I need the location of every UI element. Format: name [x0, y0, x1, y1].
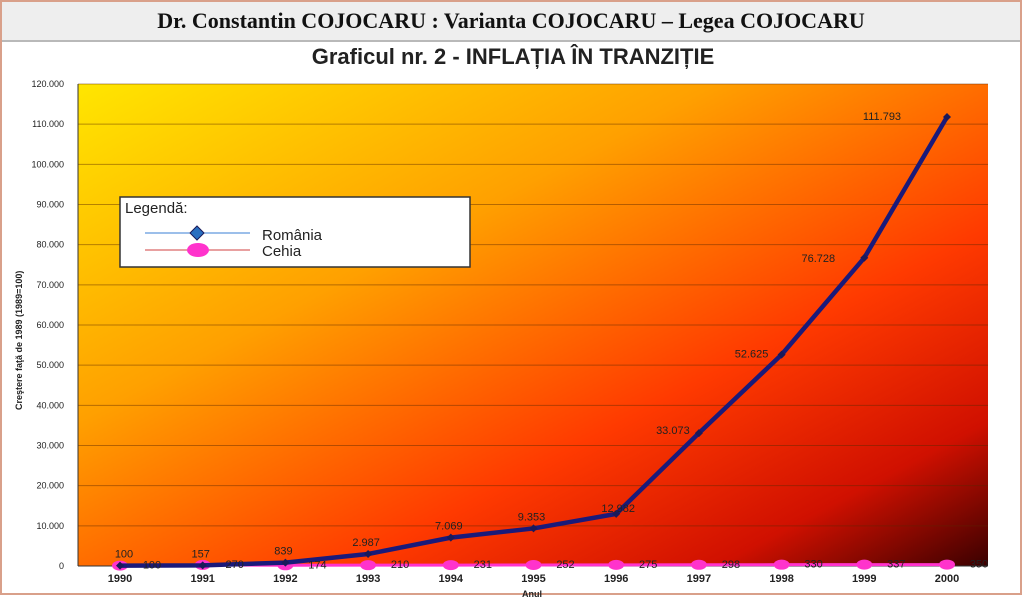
point-romania: [612, 509, 621, 518]
legend-label-cehia: Cehia: [262, 243, 302, 260]
x-tick-label: 2000: [935, 573, 959, 585]
data-label-romania: 839: [274, 546, 292, 558]
data-label-romania: 111.793: [863, 111, 901, 123]
legend-marker-romania: [189, 225, 205, 241]
x-axis-ticks: 1990 1991 1992 1993 1994 1995 1996 1997 1998 1999…: [108, 573, 959, 585]
point-romania: [116, 561, 124, 570]
x-tick-label: 1998: [769, 573, 793, 585]
header-band: Dr. Constantin COJOCARU : Varianta COJOC…: [2, 2, 1020, 42]
point-cehia: [939, 559, 955, 570]
point-cehia: [360, 560, 377, 571]
point-cehia: [690, 559, 707, 570]
y-tick-label: 30.000: [36, 441, 64, 451]
x-tick-label: 1996: [604, 573, 628, 585]
point-romania: [943, 112, 951, 121]
data-label-cehia: 298: [722, 559, 740, 571]
x-tick-label: 1997: [687, 573, 711, 585]
legend-marker-cehia: [187, 243, 209, 257]
y-axis-ticks: 0 10.000 20.000 30.000 40.000 50.000 60.000 70.…: [31, 79, 64, 571]
data-label-romania: 2.987: [352, 537, 380, 549]
point-romania: [364, 550, 373, 559]
x-tick-label: 1993: [356, 573, 380, 585]
data-label-romania: 157: [192, 548, 210, 560]
data-label-cehia: 174: [308, 559, 326, 571]
y-tick-label: 10.000: [36, 521, 64, 531]
data-label-cehia: 270: [226, 559, 244, 571]
data-label-cehia: 330: [804, 559, 822, 571]
data-label-romania: 100: [115, 549, 133, 561]
data-label-cehia: 275: [639, 559, 657, 571]
y-tick-label: 110.000: [32, 119, 64, 129]
data-label-romania: 52.625: [735, 349, 769, 361]
y-tick-label: 90.000: [36, 200, 64, 210]
y-tick-label: 70.000: [36, 280, 64, 290]
data-label-cehia: 100: [143, 560, 161, 572]
y-tick-label: 0: [59, 561, 64, 571]
point-romania: [198, 561, 207, 570]
y-tick-label: 20.000: [36, 481, 64, 491]
data-labels: 100 157 839 2.987 7.069 9.353 12.982 33.073 52.6…: [115, 111, 988, 572]
point-romania: [529, 524, 538, 533]
data-label-cehia: 350: [970, 559, 988, 571]
data-label-cehia: 210: [391, 559, 409, 571]
x-tick-label: 1990: [108, 573, 132, 585]
point-romania: [777, 350, 786, 359]
x-tick-label: 1999: [852, 573, 876, 585]
legend: Legendă: România Cehia: [119, 196, 471, 268]
series-group: [112, 112, 955, 571]
y-tick-label: 40.000: [36, 400, 64, 410]
x-tick-label: 1991: [190, 573, 214, 585]
chart-title: Graficul nr. 2 - INFLAȚIA ÎN TRANZIȚIE: [311, 44, 715, 69]
data-label-romania: 33.073: [656, 425, 690, 437]
data-label-cehia: 337: [887, 559, 905, 571]
point-romania: [860, 253, 869, 262]
point-romania: [281, 558, 290, 567]
plot-area-background: [78, 84, 988, 566]
data-label-romania: 76.728: [801, 253, 835, 265]
legend-box: [119, 196, 471, 268]
point-cehia: [856, 559, 873, 570]
page-header-title: Dr. Constantin COJOCARU : Varianta COJOC…: [157, 8, 865, 33]
y-tick-label: 60.000: [36, 320, 64, 330]
point-cehia: [442, 560, 459, 571]
legend-title: Legendă:: [125, 200, 188, 217]
data-label-romania: 7.069: [435, 521, 463, 533]
point-cehia: [608, 559, 625, 570]
point-romania: [694, 429, 703, 438]
y-tick-label: 50.000: [36, 360, 64, 370]
x-tick-label: 1992: [273, 573, 297, 585]
y-axis-title: Creştere faţă de 1989 (1989=100): [14, 271, 24, 410]
y-tick-label: 120.000: [31, 79, 64, 89]
y-tick-label: 100.000: [31, 159, 64, 169]
point-romania: [446, 533, 455, 542]
x-tick-label: 1995: [521, 573, 545, 585]
data-label-romania: 9.353: [518, 511, 546, 523]
data-label-cehia: 231: [474, 559, 492, 571]
x-tick-label: 1994: [439, 573, 464, 585]
y-tick-label: 80.000: [36, 240, 64, 250]
data-label-romania: 12.982: [601, 503, 635, 515]
x-axis-title: Anul: [522, 589, 542, 599]
point-cehia: [525, 559, 542, 570]
legend-label-romania: România: [262, 227, 323, 244]
point-cehia: [773, 559, 790, 570]
data-label-cehia: 252: [556, 559, 574, 571]
